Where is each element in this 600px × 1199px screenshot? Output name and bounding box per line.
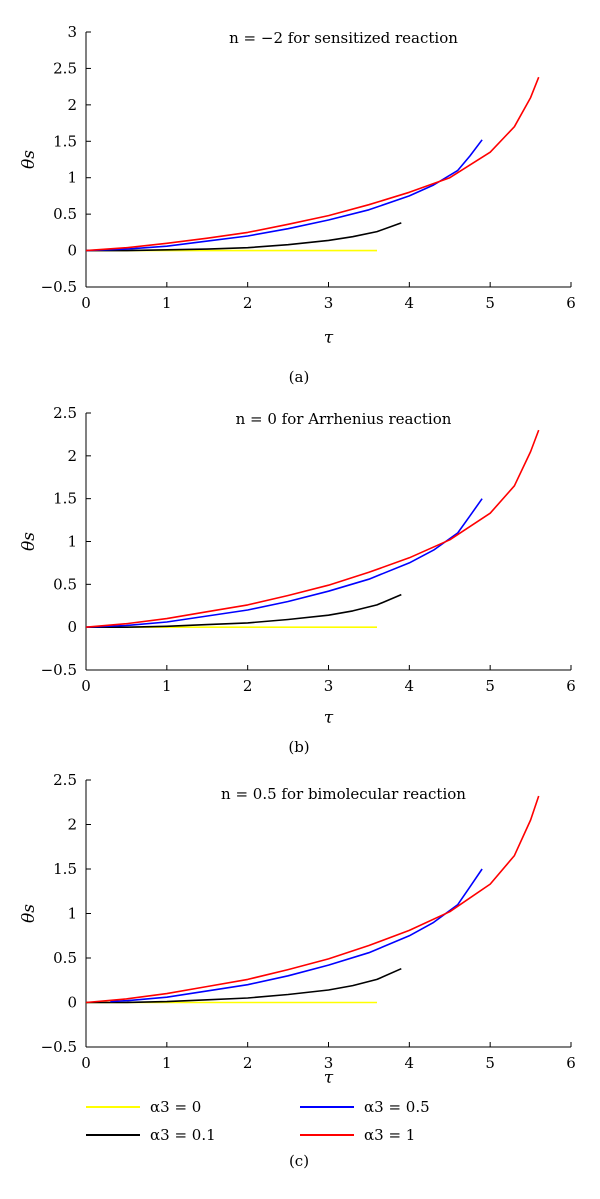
x-tick-label: 1 xyxy=(162,677,172,695)
legend-label: α3 = 0.5 xyxy=(364,1098,430,1116)
legend-entry: α3 = 0.5 xyxy=(300,1098,430,1116)
panel-label: (b) xyxy=(288,738,309,756)
legend: α3 = 0 α3 = 0.5 α3 = 0.1 α3 = 1 xyxy=(86,1098,430,1144)
legend-label: α3 = 0 xyxy=(150,1098,201,1116)
series-line-2 xyxy=(86,593,402,629)
y-tick-label: 2.5 xyxy=(53,404,77,422)
chart-panel-1: −0.500.511.522.530 1 2 3 4 5 6n = −2 for sensi… xyxy=(19,23,576,386)
y-tick-label: 1.5 xyxy=(53,860,77,878)
x-tick-label: 2 xyxy=(243,294,253,312)
y-tick-label: 2 xyxy=(67,816,77,834)
y-tick-label: 1 xyxy=(67,905,77,923)
x-tick-label: 4 xyxy=(405,677,415,695)
series-line-2 xyxy=(86,222,402,252)
y-tick-label: −0.5 xyxy=(41,661,77,679)
chart-panels: −0.500.511.522.530 1 2 3 4 5 6n = −2 for sensi… xyxy=(19,23,576,1170)
y-tick-label: 0.5 xyxy=(53,205,77,223)
x-axis-label: τ xyxy=(324,708,334,728)
x-axis-label: τ xyxy=(324,1068,334,1088)
y-axis-label: θs xyxy=(19,150,39,169)
y-axis-label: θs xyxy=(19,532,39,551)
y-tick-label: 1 xyxy=(67,533,77,551)
y-tick-label: 1.5 xyxy=(53,490,77,508)
x-tick-label: 3 xyxy=(324,677,334,695)
series-line-3 xyxy=(85,498,483,628)
x-tick-label: 5 xyxy=(485,1054,495,1072)
y-tick-label: 2.5 xyxy=(53,59,77,77)
y-tick-label: 3 xyxy=(67,23,77,41)
x-tick-label: 3 xyxy=(324,1054,334,1072)
y-tick-label: 2 xyxy=(67,96,77,114)
x-tick-label: 1 xyxy=(162,294,172,312)
y-tick-label: 1.5 xyxy=(53,132,77,150)
y-tick-label: 2 xyxy=(67,447,77,465)
x-tick-label: 0 xyxy=(81,294,91,312)
x-tick-label: 0 xyxy=(81,1054,91,1072)
y-tick-label: 0 xyxy=(67,618,77,636)
y-axis-label: θs xyxy=(19,904,39,923)
series-line-4 xyxy=(85,76,540,252)
series-line-4 xyxy=(85,429,540,628)
y-tick-label: 0 xyxy=(67,994,77,1012)
y-tick-label: 1 xyxy=(67,169,77,187)
x-tick-label: 6 xyxy=(566,1054,576,1072)
panel-annotation: n = −2 for sensitized reaction xyxy=(229,29,458,47)
series-line-3 xyxy=(85,139,483,252)
x-tick-label: 1 xyxy=(162,1054,172,1072)
legend-entry: α3 = 0.1 xyxy=(86,1126,216,1144)
panel-label: (a) xyxy=(289,368,310,386)
panel-annotation: n = 0.5 for bimolecular reaction xyxy=(221,785,466,803)
series-line-4 xyxy=(85,795,540,1004)
x-tick-label: 6 xyxy=(566,294,576,312)
y-tick-label: 0.5 xyxy=(53,575,77,593)
x-tick-label: 5 xyxy=(485,677,495,695)
y-tick-label: 0 xyxy=(67,242,77,260)
y-tick-label: 0.5 xyxy=(53,949,77,967)
legend-entry: α3 = 1 xyxy=(300,1126,415,1144)
x-tick-label: 6 xyxy=(566,677,576,695)
legend-entry: α3 = 0 xyxy=(86,1098,201,1116)
x-tick-label: 5 xyxy=(485,294,495,312)
x-axis-label: τ xyxy=(324,328,334,348)
legend-label: α3 = 0.1 xyxy=(150,1126,216,1144)
y-tick-label: −0.5 xyxy=(41,278,77,296)
panel-annotation: n = 0 for Arrhenius reaction xyxy=(236,410,452,428)
x-tick-label: 3 xyxy=(324,294,334,312)
x-tick-label: 2 xyxy=(243,1054,253,1072)
chart-panel-3: −0.500.511.522.50 1 2 3 4 5 6n = 0.5 for bimol… xyxy=(19,771,576,1170)
legend-label: α3 = 1 xyxy=(364,1126,415,1144)
series-line-2 xyxy=(86,967,402,1004)
x-tick-label: 0 xyxy=(81,677,91,695)
chart-panel-2: −0.500.511.522.50 1 2 3 4 5 6n = 0 for Arrheni… xyxy=(19,404,576,756)
x-tick-label: 2 xyxy=(243,677,253,695)
series-line-3 xyxy=(110,868,483,1003)
x-tick-label: 4 xyxy=(405,294,415,312)
x-tick-label: 4 xyxy=(405,1054,415,1072)
y-tick-label: 2.5 xyxy=(53,771,77,789)
panel-label: (c) xyxy=(289,1152,309,1170)
y-tick-label: −0.5 xyxy=(41,1038,77,1056)
